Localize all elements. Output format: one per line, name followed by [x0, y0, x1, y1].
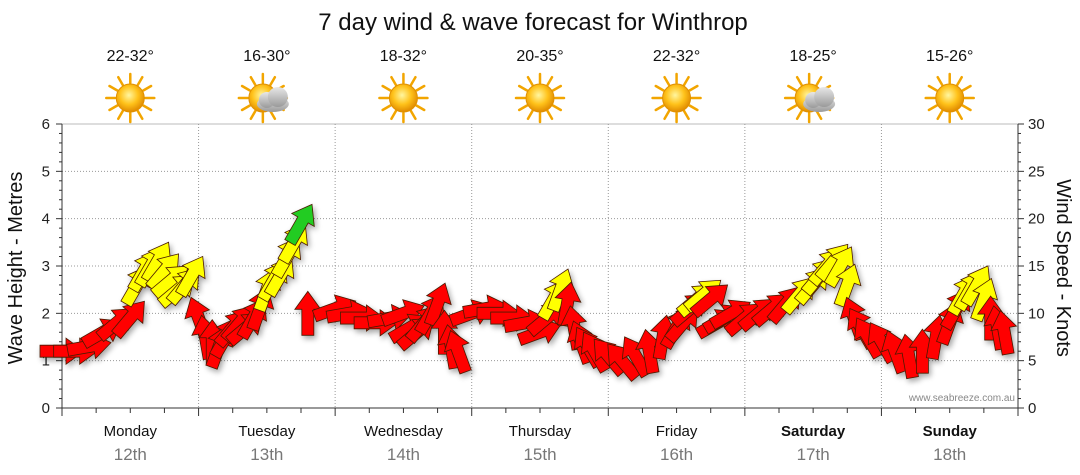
- sun-icon: [378, 72, 429, 124]
- day-temp: 15-26°: [926, 48, 973, 65]
- day-label: Thursday: [509, 423, 572, 440]
- right-tick-label: 20: [1028, 211, 1045, 228]
- sun-icon: [514, 72, 566, 124]
- x-axis-day-labels: Monday 12th Tuesday 13th Wednesday 14th Thursd…: [104, 423, 978, 464]
- right-tick-label: 15: [1028, 258, 1045, 275]
- wind-arrow: [833, 263, 862, 309]
- day-label: Wednesday: [364, 423, 443, 440]
- left-tick-label: 2: [42, 305, 50, 322]
- daily-weather-row: 22-32° 16-30° 18-32° 20-35° 22-32° 18-25° 15-2…: [105, 48, 975, 124]
- wind-arrow: [970, 277, 999, 323]
- day-temp: 16-30°: [243, 48, 290, 65]
- right-axis-ticks: 0 5 10 15 20 25 30: [1018, 116, 1045, 417]
- right-tick-label: 30: [1028, 116, 1045, 133]
- day-temp: 18-32°: [380, 48, 427, 65]
- day-temp: 20-35°: [516, 48, 563, 65]
- date-label: 14th: [387, 445, 420, 464]
- day-temp: 22-32°: [653, 48, 700, 65]
- left-tick-label: 0: [42, 400, 50, 417]
- date-label: 16th: [660, 445, 693, 464]
- day-label: Monday: [104, 423, 158, 440]
- wind-arrows: [39, 203, 1018, 382]
- left-tick-label: 6: [42, 116, 50, 133]
- wind-arrow: [990, 309, 1018, 356]
- date-label: 17th: [797, 445, 830, 464]
- sun-icon: [651, 72, 702, 124]
- left-axis-ticks: 0 1 2 3 4 5 6: [42, 116, 62, 417]
- wind-arrow: [284, 203, 315, 246]
- day-temp: 18-25°: [789, 48, 836, 65]
- date-label: 12th: [114, 445, 147, 464]
- y-axis-left-label: Wave Height - Metres: [5, 172, 27, 365]
- right-tick-label: 25: [1028, 163, 1045, 180]
- right-tick-label: 10: [1028, 305, 1045, 322]
- sun-icon: [924, 72, 975, 124]
- date-label: 18th: [933, 445, 966, 464]
- wind-arrow: [423, 282, 452, 328]
- day-label: Tuesday: [238, 423, 295, 440]
- grid-lines: [61, 123, 1019, 416]
- wind-arrow: [175, 255, 206, 299]
- wind-arrow: [443, 329, 472, 375]
- day-label: Friday: [656, 423, 698, 440]
- y-axis-right-label: Wind Speed - Knots: [1052, 179, 1074, 357]
- left-tick-label: 5: [42, 163, 50, 180]
- sun-icon: [105, 72, 156, 124]
- sun-cloud-icon: [783, 72, 836, 124]
- right-tick-label: 0: [1028, 400, 1036, 417]
- left-tick-label: 3: [42, 258, 50, 275]
- right-tick-label: 5: [1028, 353, 1036, 370]
- chart-title: 7 day wind & wave forecast for Winthrop: [318, 9, 748, 36]
- left-tick-label: 4: [42, 211, 50, 228]
- day-label: Sunday: [923, 423, 978, 440]
- sun-cloud-icon: [237, 72, 289, 124]
- watermark: www.seabreeze.com.au: [908, 393, 1015, 404]
- date-label: 15th: [523, 445, 556, 464]
- day-label: Saturday: [781, 423, 846, 440]
- date-label: 13th: [250, 445, 283, 464]
- wind-arrow: [110, 300, 145, 340]
- left-tick-label: 1: [42, 353, 50, 370]
- day-temp: 22-32°: [107, 48, 154, 65]
